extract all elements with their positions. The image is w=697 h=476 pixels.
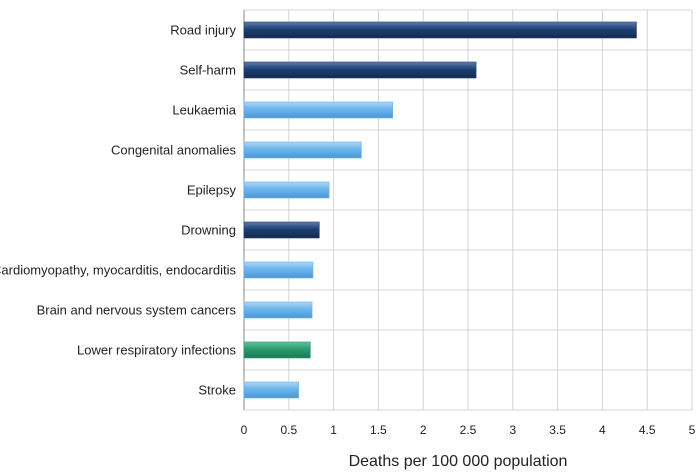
bar [243, 261, 314, 279]
x-tick-label: 3.5 [549, 423, 566, 437]
x-tick-label: 2.5 [460, 423, 477, 437]
category-labels: Road injury Self-harm Leukaemia Congenital … [0, 23, 237, 398]
bar [243, 301, 313, 319]
x-tick-label: 1 [330, 423, 337, 437]
category-label: Lower respiratory infections [77, 343, 236, 358]
bars [243, 21, 637, 399]
category-label: Brain and nervous system cancers [37, 303, 237, 318]
x-axis-title: Deaths per 100 000 population [349, 453, 568, 470]
bar [243, 101, 394, 119]
bar [243, 61, 477, 79]
category-label: Stroke [198, 383, 236, 398]
bar [243, 21, 637, 39]
x-tick-label: 1.5 [370, 423, 387, 437]
category-label: Drowning [181, 223, 236, 238]
bar [243, 181, 330, 199]
category-label: Epilepsy [187, 183, 237, 198]
category-label: Self-harm [180, 63, 236, 78]
bar [243, 221, 320, 239]
x-tick-label: 5 [689, 423, 696, 437]
bar [243, 141, 362, 159]
category-label: Leukaemia [172, 103, 236, 118]
category-label: Road injury [170, 23, 236, 38]
x-tick-labels: 0 0.5 1 1.5 2 2.5 3 3.5 4 4.5 5 [241, 423, 696, 437]
category-label: Congenital anomalies [111, 143, 237, 158]
x-tick-label: 0 [241, 423, 248, 437]
x-tick-label: 0.5 [280, 423, 297, 437]
x-tick-label: 3 [509, 423, 516, 437]
x-tick-label: 2 [420, 423, 427, 437]
x-tick-label: 4 [599, 423, 606, 437]
x-tick-label: 4.5 [639, 423, 656, 437]
category-label: Cardiomyopathy, myocarditis, endocarditi… [0, 263, 236, 278]
bar [243, 341, 311, 359]
bar [243, 381, 299, 399]
